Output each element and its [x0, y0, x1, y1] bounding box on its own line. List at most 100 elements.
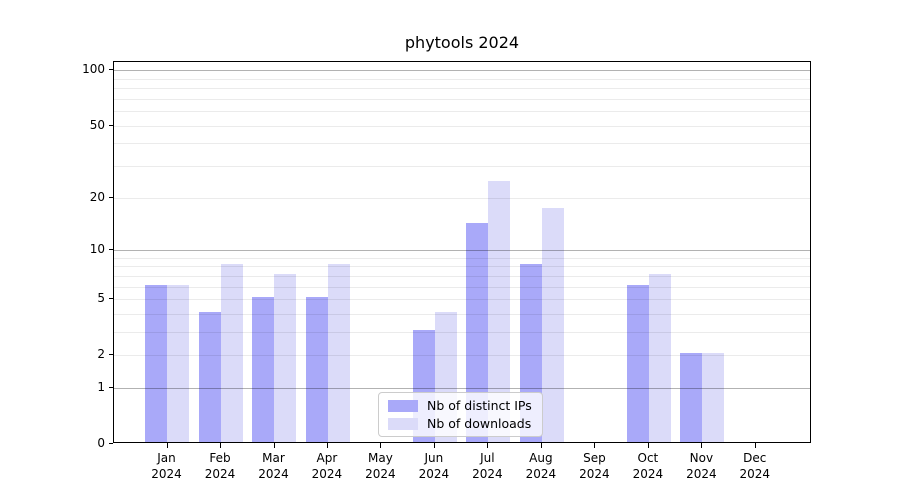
x-tick-year: 2024 [472, 466, 503, 481]
x-tick-month: Apr [316, 451, 338, 465]
x-tick-month: Jun [424, 451, 444, 465]
bar-downloads-jan [167, 284, 190, 442]
x-tick-month: Nov [689, 451, 714, 465]
x-tick-label-oct: Oct 2024 [616, 451, 680, 482]
gridline-y-50 [114, 125, 810, 127]
y-tick-label-1: 1 [97, 379, 105, 394]
x-tick-mark-may [380, 443, 382, 448]
gridline-y-10 [114, 249, 810, 251]
y-tick-label-20: 20 [89, 189, 105, 204]
y-tick-label-2: 2 [97, 347, 105, 362]
x-tick-year: 2024 [686, 466, 717, 481]
x-tick-month: Dec [743, 451, 767, 465]
x-tick-month: Mar [262, 451, 285, 465]
legend-row-downloads: Nb of downloads [388, 416, 532, 431]
gridline-y-60 [114, 111, 810, 113]
gridline-y-100 [114, 70, 810, 72]
gridline-y-6 [114, 286, 810, 288]
x-tick-label-nov: Nov 2024 [669, 451, 733, 482]
x-tick-month: Oct [637, 451, 659, 465]
x-tick-label-may: May 2024 [348, 451, 412, 482]
bar-distinct-ips-apr [305, 297, 328, 442]
legend-label-downloads: Nb of downloads [427, 416, 532, 431]
x-tick-year: 2024 [204, 466, 236, 481]
bar-distinct-ips-jul [466, 222, 489, 442]
gridline-y-20 [114, 197, 810, 199]
y-tick-mark-20 [109, 196, 113, 198]
x-tick-label-apr: Apr 2024 [295, 451, 359, 482]
gridline-y-1 [114, 387, 810, 389]
x-tick-year: 2024 [579, 466, 610, 481]
x-tick-month: Feb [209, 451, 231, 465]
x-tick-month: May [367, 451, 393, 465]
gridline-y-80 [114, 88, 810, 90]
gridline-y-30 [114, 166, 810, 167]
y-tick-label-50: 50 [89, 117, 105, 132]
x-tick-label-jul: Jul 2024 [455, 451, 519, 482]
gridline-y-90 [114, 78, 810, 80]
x-tick-year: 2024 [311, 466, 343, 481]
x-tick-month: Jul [480, 451, 495, 465]
x-tick-year: 2024 [632, 466, 664, 481]
x-tick-year: 2024 [418, 466, 450, 481]
x-tick-mark-dec [754, 443, 756, 448]
x-tick-label-mar: Mar 2024 [242, 451, 306, 482]
gridline-y-2 [114, 355, 810, 357]
bar-downloads-feb [220, 264, 243, 442]
x-tick-mark-aug [540, 443, 542, 448]
legend-label-distinct-ips: Nb of distinct IPs [427, 398, 532, 413]
x-tick-label-dec: Dec 2024 [723, 451, 787, 482]
legend-swatch-downloads [388, 417, 418, 430]
y-tick-mark-5 [109, 298, 113, 299]
gridline-y-3 [114, 331, 810, 333]
x-tick-mark-oct [647, 443, 649, 448]
bar-downloads-nov [702, 353, 725, 442]
bar-downloads-mar [274, 273, 297, 442]
plot-area [113, 61, 811, 443]
chart-title: phytools 2024 [404, 33, 520, 52]
x-tick-label-feb: Feb 2024 [188, 451, 252, 482]
gridline-y-40 [114, 143, 810, 145]
y-tick-label-5: 5 [97, 291, 105, 305]
legend-swatch-distinct-ips [388, 399, 418, 412]
bar-distinct-ips-mar [252, 297, 275, 442]
legend: Nb of distinct IPs Nb of downloads [378, 392, 543, 437]
gridline-y-5 [114, 299, 810, 300]
bar-distinct-ips-feb [198, 311, 221, 442]
y-tick-mark-10 [109, 248, 113, 250]
y-tick-label-10: 10 [89, 241, 105, 256]
x-tick-label-sep: Sep 2024 [562, 451, 626, 482]
x-tick-year: 2024 [151, 466, 182, 481]
x-tick-mark-jan [166, 443, 168, 448]
x-tick-year: 2024 [258, 466, 289, 481]
x-tick-label-aug: Aug 2024 [509, 451, 573, 482]
y-tick-mark-50 [109, 124, 113, 126]
bar-downloads-apr [327, 264, 350, 442]
x-tick-year: 2024 [525, 466, 557, 481]
bar-downloads-jul [488, 181, 511, 442]
y-tick-mark-1 [109, 386, 113, 388]
bar-downloads-oct [648, 273, 671, 442]
bar-distinct-ips-jan [145, 284, 168, 442]
x-tick-year: 2024 [365, 466, 396, 481]
x-tick-mark-nov [701, 443, 703, 448]
x-tick-label-jun: Jun 2024 [402, 451, 466, 482]
x-tick-mark-sep [594, 443, 596, 448]
x-tick-mark-jul [487, 443, 489, 448]
gridlines-layer [114, 62, 810, 442]
x-tick-year: 2024 [739, 466, 771, 481]
x-tick-month: Jan [157, 451, 176, 465]
y-tick-label-100: 100 [82, 62, 105, 77]
x-tick-mark-jun [433, 443, 435, 448]
x-tick-mark-feb [220, 443, 221, 448]
gridline-y-70 [114, 98, 810, 100]
gridline-y-4 [114, 313, 810, 315]
x-tick-month: Sep [583, 451, 606, 465]
gridline-y-9 [114, 257, 810, 259]
x-tick-month: Aug [529, 451, 553, 465]
x-tick-mark-mar [273, 443, 275, 448]
y-tick-label-0: 0 [97, 436, 105, 450]
bar-downloads-aug [541, 208, 564, 442]
legend-row-distinct-ips: Nb of distinct IPs [388, 398, 532, 413]
